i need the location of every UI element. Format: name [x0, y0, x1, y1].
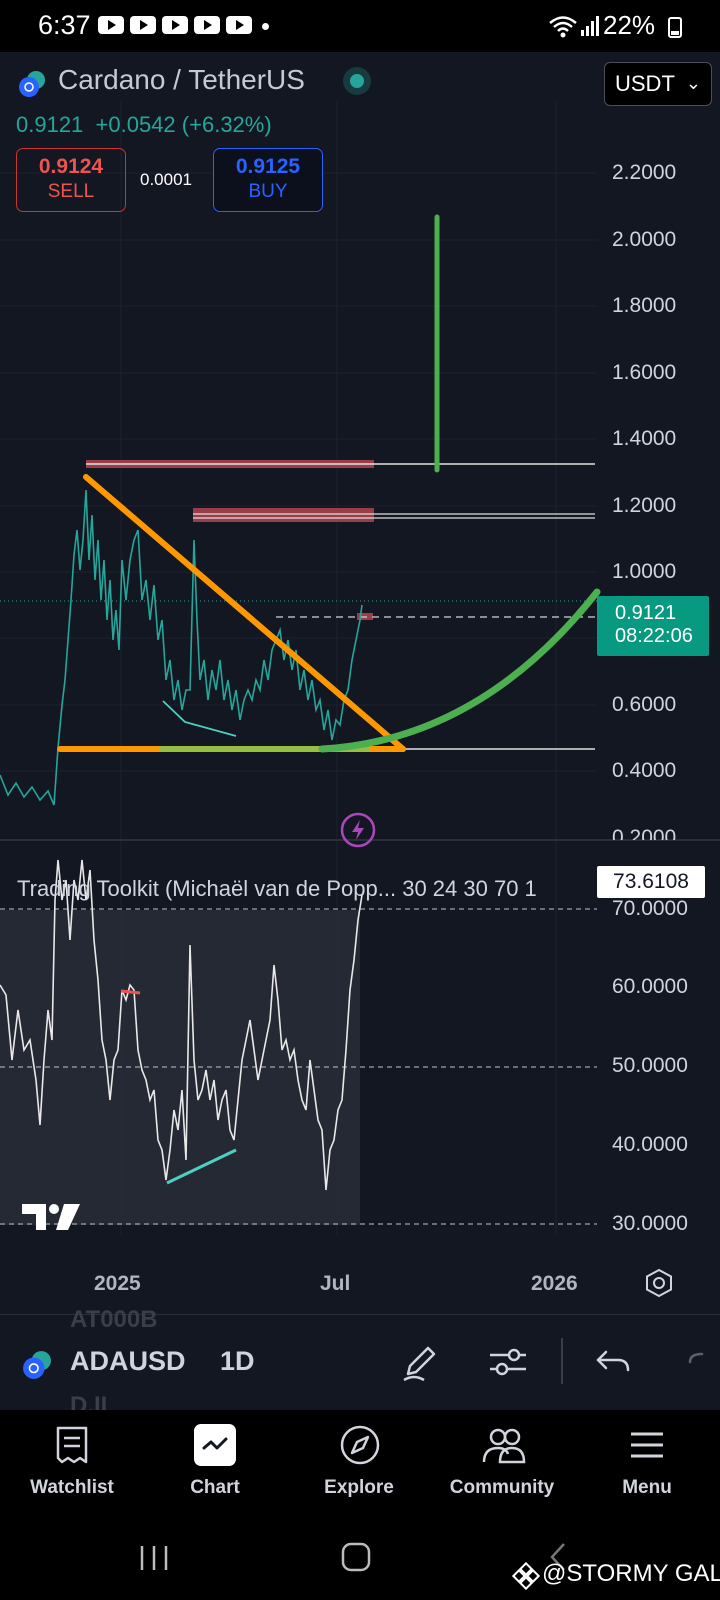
- price-axis-label: 1.8000: [612, 294, 677, 317]
- price-axis-label: 0.4000: [612, 759, 677, 782]
- youtube-icon: [98, 16, 124, 34]
- bottom-navigation: Watchlist Chart Explore Community Menu: [0, 1410, 720, 1514]
- last-price: 0.9121: [16, 112, 84, 137]
- price-chart[interactable]: [0, 52, 720, 1312]
- battery-icon: [668, 17, 682, 38]
- sell-price: 0.9124: [38, 155, 104, 178]
- nav-chart[interactable]: Chart: [150, 1410, 280, 1514]
- price-axis-label: 1.0000: [612, 560, 677, 583]
- nav-menu-label: Menu: [622, 1477, 672, 1498]
- nav-community[interactable]: Community: [437, 1410, 567, 1514]
- price-axis-label: 1.2000: [612, 494, 677, 517]
- watchlist-icon: [56, 1426, 88, 1464]
- watermark-text: @STORMY GAL: [542, 1560, 720, 1587]
- back-icon[interactable]: [548, 1542, 568, 1572]
- spread-value: 0.0001: [140, 170, 192, 189]
- status-time: 6:37: [38, 10, 91, 40]
- indicator-axis-label: 30.0000: [612, 1212, 688, 1235]
- youtube-icon: [162, 16, 188, 34]
- lightning-icon[interactable]: [340, 812, 376, 848]
- system-navigation-bar: [0, 1514, 720, 1600]
- candle-countdown: 08:22:06: [615, 625, 693, 647]
- nav-watchlist-label: Watchlist: [30, 1477, 114, 1498]
- indicator-value-tag: 73.6108: [597, 866, 705, 898]
- last-price-tag-value: 0.9121: [615, 602, 677, 624]
- nav-explore-label: Explore: [324, 1477, 394, 1498]
- nav-chart-label: Chart: [190, 1477, 240, 1498]
- sell-button[interactable]: 0.9124 SELL: [16, 148, 126, 212]
- price-axis-label: 2.2000: [612, 161, 677, 184]
- nav-community-label: Community: [449, 1477, 555, 1498]
- currency-select-value: USDT: [615, 71, 675, 96]
- cardano-logo-icon: [19, 71, 45, 97]
- price-change-line: 0.9121 +0.0542 (+6.32%): [16, 112, 272, 138]
- indicator-axis-label: 40.0000: [612, 1133, 688, 1156]
- community-icon: [482, 1428, 526, 1464]
- buy-price: 0.9125: [235, 155, 301, 178]
- sell-label: SELL: [47, 181, 95, 202]
- pair-title[interactable]: Cardano / TetherUS: [58, 64, 305, 95]
- price-axis-label: 0.2000: [612, 826, 677, 840]
- binance-logo-icon: [512, 1562, 540, 1590]
- indicator-series-line: [0, 859, 363, 1191]
- price-series-line: [0, 489, 363, 806]
- battery-percent: 22%: [603, 10, 656, 40]
- chevron-down-icon: ⌄: [685, 73, 701, 93]
- home-icon[interactable]: [341, 1542, 371, 1572]
- indicator-settings-icon[interactable]: [486, 1340, 530, 1384]
- draw-pencil-icon[interactable]: [398, 1340, 442, 1384]
- chart-icon: [202, 1437, 228, 1450]
- recent-apps-icon[interactable]: [138, 1544, 172, 1572]
- price-axis-label: 1.4000: [612, 427, 677, 450]
- redo-icon[interactable]: [676, 1340, 720, 1384]
- signal-icon: [581, 16, 599, 36]
- status-bar: 6:37 22%: [0, 0, 720, 52]
- currency-select[interactable]: USDT ⌄: [604, 62, 712, 106]
- indicator-axis-label: 50.0000: [612, 1054, 688, 1077]
- indicator-divergence-line: [166, 1148, 237, 1185]
- time-axis-label: 2026: [531, 1272, 578, 1295]
- price-axis-label: 0.6000: [612, 693, 677, 716]
- indicator-axis-label: 70.0000: [612, 897, 688, 920]
- interval-button[interactable]: 1D: [220, 1346, 255, 1376]
- price-axis-label: 1.6000: [612, 361, 677, 384]
- menu-icon: [631, 1432, 663, 1458]
- youtube-icon: [226, 16, 252, 34]
- market-open-indicator: [350, 74, 364, 88]
- time-axis-label: 2025: [94, 1272, 141, 1295]
- tradingview-logo-icon: [22, 1204, 80, 1230]
- indicator-axis-label: 60.0000: [612, 975, 688, 998]
- notification-dot-icon: [262, 23, 269, 30]
- settings-icon[interactable]: [644, 1268, 674, 1298]
- price-axis-label: 2.0000: [612, 228, 677, 251]
- nav-explore[interactable]: Explore: [294, 1410, 424, 1514]
- indicator-overbought-mark: [120, 989, 141, 995]
- toolbar-divider: [561, 1338, 563, 1384]
- price-divergence-line: [162, 700, 237, 737]
- indicator-title[interactable]: Trading Toolkit (Michaël van de Popp... …: [17, 876, 537, 901]
- wifi-icon: [549, 16, 577, 38]
- buy-button[interactable]: 0.9125 BUY: [213, 148, 323, 212]
- green-parabolic-curve: [318, 588, 601, 753]
- ghost-text-above: AT000B: [70, 1306, 158, 1333]
- symbol-button[interactable]: ADAUSD: [70, 1346, 186, 1376]
- buy-label: BUY: [248, 181, 288, 202]
- symbol-logo-icon: [23, 1351, 51, 1379]
- last-price-tag: 0.9121 08:22:06: [597, 596, 709, 656]
- youtube-icon: [194, 16, 220, 34]
- price-change-percent: (+6.32%): [181, 112, 272, 137]
- price-change: +0.0542: [95, 112, 176, 137]
- nav-watchlist[interactable]: Watchlist: [7, 1410, 137, 1514]
- compass-icon: [340, 1425, 380, 1465]
- resistance-zone-lower: [193, 508, 374, 522]
- youtube-icon: [130, 16, 156, 34]
- undo-icon[interactable]: [592, 1340, 636, 1384]
- nav-menu[interactable]: Menu: [582, 1410, 712, 1514]
- orange-descending-trendline: [83, 474, 406, 752]
- time-axis-label: Jul: [320, 1272, 351, 1295]
